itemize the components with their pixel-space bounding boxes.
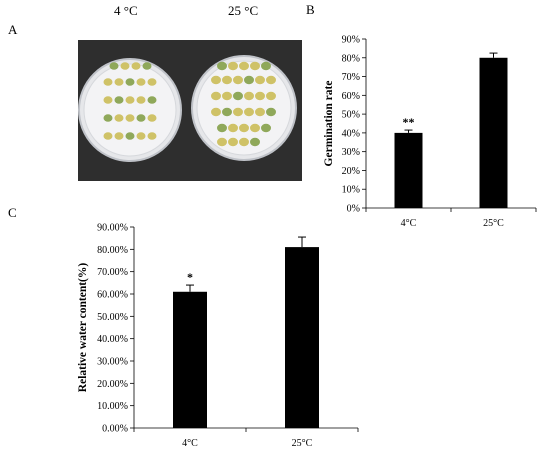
seed (142, 62, 152, 70)
seed (228, 61, 238, 71)
y-tick-label: 30.00% (97, 357, 128, 368)
seed (147, 96, 157, 104)
seed (217, 123, 227, 133)
germination-rate-chart: 0% 10% 20% 30% 40% 50% 60% 70% 80% 90% 4°C ** 25°C Ge… (323, 35, 537, 229)
significance-mark: * (187, 270, 193, 284)
y-tick-label: 10% (342, 185, 360, 196)
seed (266, 75, 276, 85)
seed (228, 137, 238, 147)
seed (114, 132, 124, 140)
seed (114, 78, 124, 86)
seed (222, 75, 232, 85)
seed (255, 91, 265, 101)
seed (266, 107, 276, 117)
seed (233, 107, 243, 117)
y-axis-label: Germination rate (323, 81, 335, 167)
y-tick-label: 80% (342, 53, 360, 64)
seed (239, 61, 249, 71)
y-tick-label: 20% (342, 166, 360, 177)
seed (222, 107, 232, 117)
y-tick-label: 10.00% (97, 401, 128, 412)
y-tick-label: 0% (347, 204, 360, 215)
y-tick-label: 70.00% (97, 267, 128, 278)
seed (244, 75, 254, 85)
seed (103, 132, 113, 140)
y-tick-label: 40% (342, 128, 360, 139)
seed (244, 107, 254, 117)
seed (261, 61, 271, 71)
seed (217, 137, 227, 147)
seed (147, 132, 157, 140)
seed (103, 78, 113, 86)
seed (114, 96, 124, 104)
photo-label-25c: 25 °C (228, 3, 259, 18)
filter-paper (83, 63, 177, 157)
seed (261, 123, 271, 133)
y-axis-label: Relative water content(%) (77, 263, 89, 393)
x-tick-label: 4°C (401, 218, 417, 229)
y-tick-label: 0.00% (102, 424, 128, 435)
seed (125, 132, 135, 140)
seed (250, 61, 260, 71)
seed (147, 78, 157, 86)
bar (285, 247, 319, 428)
seed (136, 96, 146, 104)
y-tick-label: 50% (342, 110, 360, 121)
seed (217, 61, 227, 71)
photo-label-4c: 4 °C (114, 3, 138, 18)
seed (125, 114, 135, 122)
bar (479, 57, 508, 209)
y-tick-label: 90.00% (97, 223, 128, 234)
y-tick-label: 50.00% (97, 312, 128, 323)
seed (125, 78, 135, 86)
seed (103, 114, 113, 122)
seed (266, 91, 276, 101)
seed (136, 114, 146, 122)
y-tick-label: 20.00% (97, 379, 128, 390)
seed (125, 96, 135, 104)
seed (131, 62, 141, 70)
panel-letter-b: B (306, 2, 315, 17)
panel-letter-c: C (8, 205, 17, 220)
seed (250, 123, 260, 133)
seed (244, 91, 254, 101)
seed (255, 75, 265, 85)
x-tick-label: 4°C (182, 438, 198, 449)
seed (239, 137, 249, 147)
y-tick-label: 30% (342, 147, 360, 158)
bar (394, 132, 423, 208)
seed (136, 78, 146, 86)
y-tick-label: 70% (342, 72, 360, 83)
seed (233, 75, 243, 85)
seed (103, 96, 113, 104)
seed (255, 107, 265, 117)
panel-letter-a: A (8, 22, 18, 37)
seed (211, 75, 221, 85)
bar (173, 291, 207, 428)
seed-germination-photo (78, 40, 302, 181)
seed (147, 114, 157, 122)
seed (120, 62, 130, 70)
seed (250, 137, 260, 147)
seed (239, 123, 249, 133)
seed (211, 91, 221, 101)
relative-water-content-chart: 0.00% 10.00% 20.00% 30.00% 40.00% 50.00% 60.00… (77, 223, 359, 449)
seed (114, 114, 124, 122)
seed (222, 91, 232, 101)
y-tick-label: 80.00% (97, 245, 128, 256)
y-tick-label: 90% (342, 35, 360, 46)
seeds (103, 61, 276, 147)
y-tick-label: 40.00% (97, 334, 128, 345)
seed (136, 132, 146, 140)
x-tick-label: 25°C (292, 438, 313, 449)
seed (109, 62, 119, 70)
x-tick-label: 25°C (483, 218, 504, 229)
significance-mark: ** (403, 115, 415, 129)
seed (228, 123, 238, 133)
seed (233, 91, 243, 101)
seed (211, 107, 221, 117)
y-tick-label: 60.00% (97, 290, 128, 301)
y-tick-label: 60% (342, 91, 360, 102)
